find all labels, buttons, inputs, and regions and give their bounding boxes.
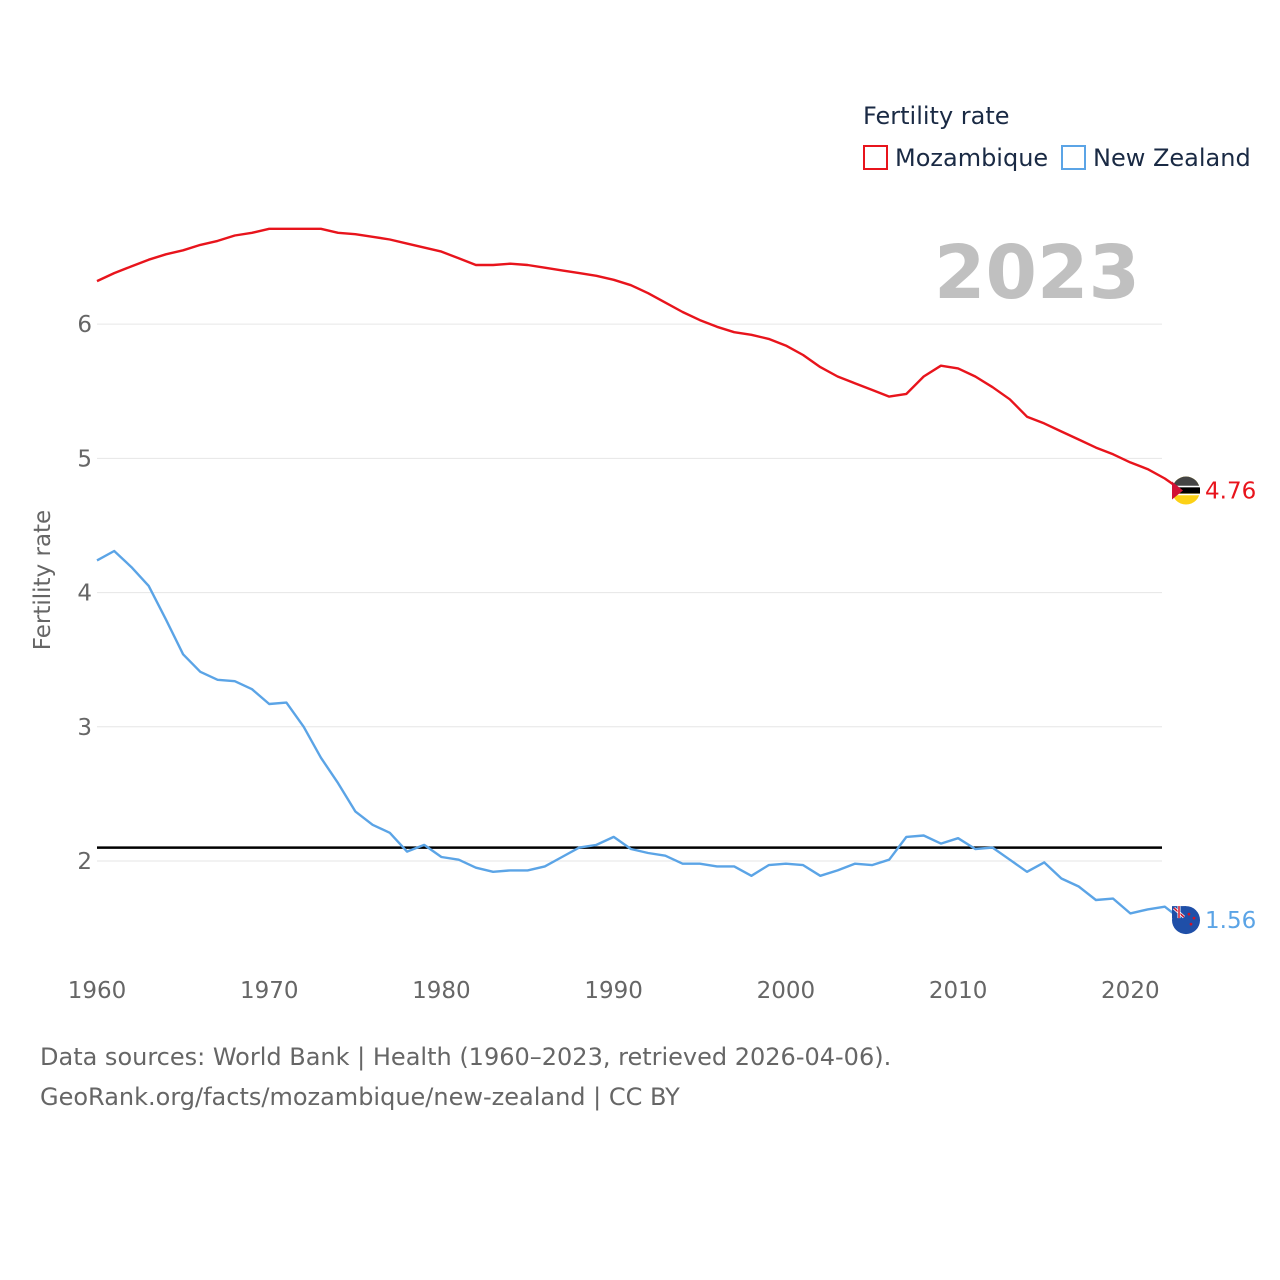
x-tick-label: 2020 bbox=[1101, 978, 1160, 1004]
x-tick-label: 1990 bbox=[584, 978, 643, 1004]
end-markers: 4.76 1.56 bbox=[1172, 476, 1256, 935]
x-tick-label: 1980 bbox=[412, 978, 471, 1004]
x-tick-label: 2010 bbox=[929, 978, 988, 1004]
legend-swatch-mozambique bbox=[863, 145, 888, 170]
y-tick-label: 2 bbox=[77, 849, 92, 875]
series-lines bbox=[96, 227, 1183, 922]
series-line-new-zealand bbox=[96, 549, 1183, 922]
legend-item-new-zealand[interactable]: New Zealand bbox=[1061, 144, 1251, 172]
series-line-mozambique bbox=[96, 227, 1183, 492]
fertility-chart: 2 3 4 5 6 1960 1970 1980 1990 2000 2010 2020 Ferti… bbox=[30, 102, 1256, 1004]
y-tick-label: 5 bbox=[77, 446, 92, 472]
x-tick-label: 1970 bbox=[240, 978, 299, 1004]
legend-item-mozambique[interactable]: Mozambique bbox=[863, 144, 1048, 172]
source-line-1: Data sources: World Bank | Health (1960–… bbox=[40, 1043, 892, 1071]
flag-icon-mozambique bbox=[1172, 476, 1200, 505]
source-line-2[interactable]: GeoRank.org/facts/mozambique/new-zealand… bbox=[40, 1083, 680, 1111]
x-axis-ticks: 1960 1970 1980 1990 2000 2010 2020 bbox=[68, 978, 1160, 1004]
gridlines bbox=[97, 323, 1162, 862]
end-value-label-mozambique: 4.76 bbox=[1205, 479, 1256, 505]
y-tick-label: 6 bbox=[77, 312, 92, 338]
legend-title: Fertility rate bbox=[863, 102, 1010, 130]
legend: Fertility rate Mozambique New Zealand bbox=[863, 102, 1251, 172]
y-tick-label: 3 bbox=[77, 715, 92, 741]
x-tick-label: 2000 bbox=[757, 978, 816, 1004]
flag-icon-new-zealand bbox=[1172, 906, 1200, 935]
y-axis-label: Fertility rate bbox=[30, 510, 56, 650]
x-tick-label: 1960 bbox=[68, 978, 127, 1004]
legend-label-mozambique: Mozambique bbox=[895, 144, 1048, 172]
legend-swatch-new-zealand bbox=[1061, 145, 1086, 170]
y-axis-ticks: 2 3 4 5 6 bbox=[77, 312, 92, 875]
year-label: 2023 bbox=[934, 230, 1140, 316]
y-tick-label: 4 bbox=[77, 581, 92, 607]
end-value-label-new-zealand: 1.56 bbox=[1205, 908, 1256, 934]
legend-label-new-zealand: New Zealand bbox=[1093, 144, 1251, 172]
